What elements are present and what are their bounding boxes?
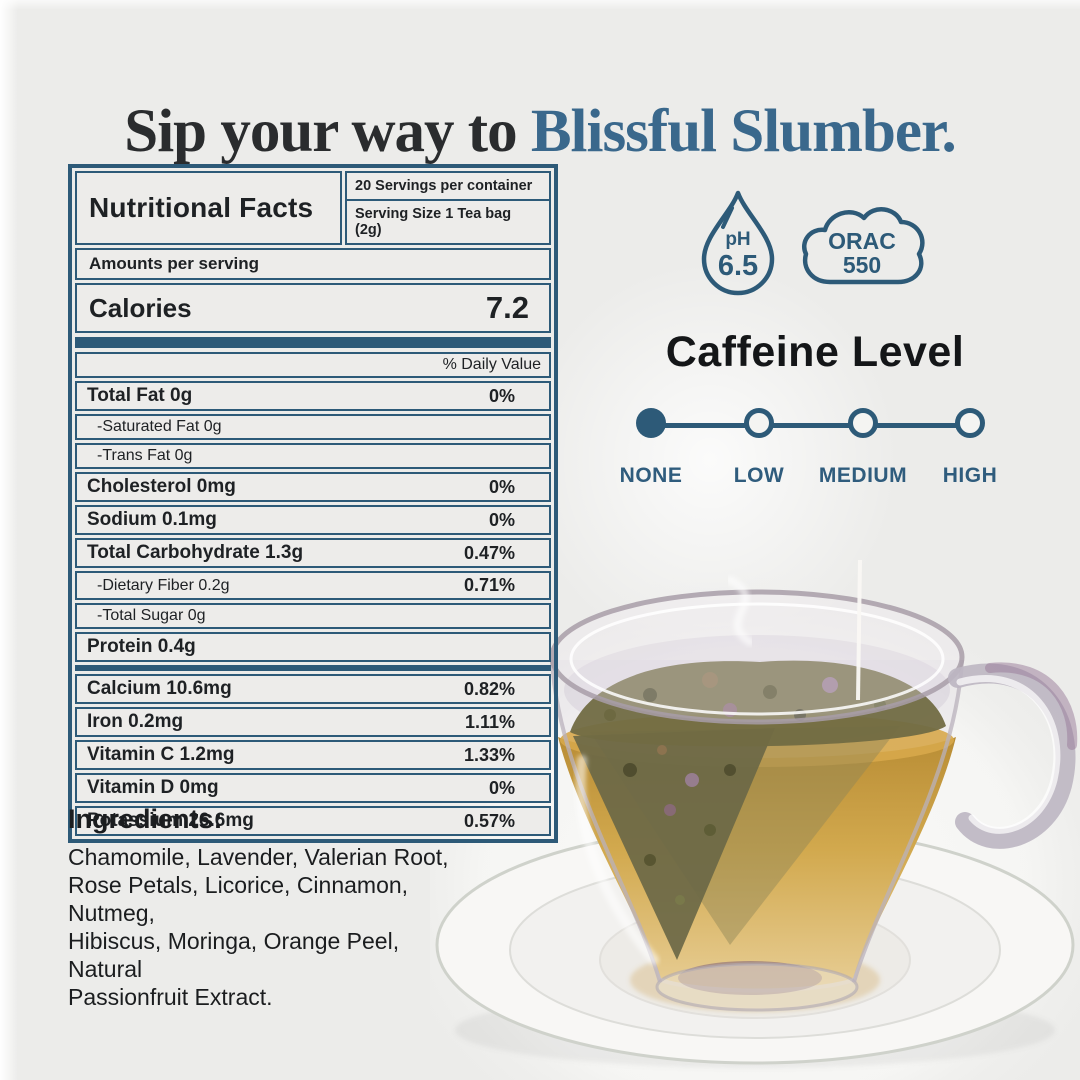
- cup-base: [655, 962, 859, 1012]
- row-value: 1.33%: [463, 744, 515, 765]
- caffeine-level-label: LOW: [733, 464, 785, 487]
- ingredients-block: Ingredients: Chamomile, Lavender, Valeri…: [68, 804, 468, 1011]
- water-drop-icon: [701, 190, 775, 296]
- table-row: Calcium 10.6mg 0.82%: [75, 674, 551, 704]
- nutrition-header: Nutritional Facts 20 Servings per contai…: [75, 171, 551, 245]
- table-row: -Trans Fat 0g: [75, 443, 551, 469]
- orac-label: ORAC: [828, 228, 896, 254]
- nutrition-facts-table: Nutritional Facts 20 Servings per contai…: [68, 164, 558, 843]
- ph-badge: pH 6.5: [701, 190, 775, 296]
- handle-highlight: [956, 675, 1061, 834]
- table-band-divider: [75, 337, 551, 348]
- handle-lavender-tint: [985, 662, 1078, 750]
- left-edge-highlight: [0, 0, 18, 1080]
- cup-rim-inner-highlight: [569, 602, 945, 716]
- table-row: Total Carbohydrate 1.3g 0.47%: [75, 538, 551, 568]
- nutrition-title-cell: Nutritional Facts: [75, 171, 342, 245]
- table-row: Cholesterol 0mg 0%: [75, 472, 551, 502]
- row-value: 0%: [488, 777, 515, 798]
- caffeine-level-label: HIGH: [942, 464, 998, 487]
- row-value: 0.47%: [463, 542, 515, 563]
- cloud-icon: [802, 207, 925, 285]
- row-label: Iron 0.2mg: [87, 711, 184, 732]
- daily-value-label: % Daily Value: [75, 352, 551, 378]
- row-label: Total Carbohydrate 1.3g: [87, 542, 304, 563]
- calories-row: Calories 7.2: [75, 283, 551, 333]
- ingredients-heading: Ingredients:: [68, 804, 223, 834]
- drop-shine-mark: [721, 206, 734, 229]
- row-value: 0.57%: [463, 810, 515, 831]
- calories-label: Calories: [89, 292, 192, 323]
- serving-size: Serving Size 1 Tea bag (2g): [355, 206, 512, 238]
- cup-rim: [549, 589, 965, 725]
- row-label: Sodium 0.1mg: [87, 509, 217, 530]
- table-row: Iron 0.2mg 1.11%: [75, 707, 551, 737]
- row-label: Potassium 26.6mg: [87, 810, 254, 831]
- row-value: 0%: [488, 476, 515, 497]
- caffeine-scale-line: [651, 423, 970, 428]
- row-value: 0.82%: [463, 678, 515, 699]
- row-label: -Total Sugar 0g: [97, 607, 206, 624]
- caffeine-dot-hollow: [848, 408, 878, 438]
- table-row: -Dietary Fiber 0.2g 0.71%: [75, 571, 551, 600]
- nutrition-title: Nutritional Facts: [89, 192, 314, 223]
- table-row: Total Fat 0g 0%: [75, 381, 551, 411]
- row-value: 0.71%: [463, 575, 515, 595]
- row-label: -Dietary Fiber 0.2g: [97, 576, 230, 594]
- title-prefix: Sip your way to: [124, 97, 531, 165]
- row-label: Vitamin D 0mg: [87, 777, 219, 798]
- row-label: Cholesterol 0mg: [87, 476, 236, 497]
- caffeine-dot-hollow: [955, 408, 985, 438]
- ingredients-line: Rose Petals, Licorice, Cinnamon, Nutmeg,: [68, 872, 409, 926]
- nutrition-rows: Total Fat 0g 0% -Saturated Fat 0g -Trans Fa…: [75, 381, 551, 836]
- servings-per-container: 20 Servings per container: [347, 173, 549, 201]
- row-label: Vitamin C 1.2mg: [87, 744, 235, 765]
- steam-wisp: [726, 576, 754, 646]
- table-row: Sodium 0.1mg 0%: [75, 505, 551, 535]
- top-edge-highlight: [0, 0, 1080, 10]
- calories-value: 7.2: [485, 290, 529, 325]
- row-label: Protein 0.4g: [87, 636, 196, 657]
- cup-handle: [948, 663, 1076, 849]
- caffeine-scale: NONE LOW MEDIUM HIGH: [620, 408, 997, 498]
- row-value: 1.11%: [464, 711, 515, 732]
- amounts-per-serving-label: Amounts per serving: [75, 248, 551, 280]
- table-row: -Total Sugar 0g: [75, 603, 551, 629]
- ph-value: 6.5: [718, 250, 758, 282]
- caffeine-dot-hollow: [744, 408, 774, 438]
- orac-value: 550: [843, 252, 881, 278]
- ingredients-line: Passionfruit Extract.: [68, 984, 273, 1010]
- row-label: Calcium 10.6mg: [87, 678, 232, 699]
- herb-mound: [570, 660, 946, 747]
- ingredients-line: Hibiscus, Moringa, Orange Peel, Natural: [68, 928, 400, 982]
- caffeine-dot-filled: [636, 408, 666, 438]
- page-title: Sip your way to Blissful Slumber.: [0, 97, 1080, 167]
- table-row: Protein 0.4g: [75, 632, 551, 662]
- glass-sheen: [575, 755, 659, 965]
- caffeine-level-label: NONE: [619, 464, 683, 487]
- row-label: -Trans Fat 0g: [97, 447, 193, 464]
- row-label: -Saturated Fat 0g: [97, 418, 222, 435]
- ph-label: pH: [725, 229, 750, 250]
- table-row: Vitamin C 1.2mg 1.33%: [75, 740, 551, 770]
- ingredients-lines: Chamomile, Lavender, Valerian Root, Rose …: [68, 843, 468, 1011]
- table-thick-divider: [75, 665, 551, 671]
- table-row: Potassium 26.6mg 0.57%: [75, 806, 551, 836]
- caffeine-heading: Caffeine Level: [665, 328, 965, 376]
- cup-outline-right: [852, 659, 964, 983]
- teabag-pyramid: [573, 728, 775, 960]
- teabag-herb-specks: [623, 745, 736, 905]
- table-row: Vitamin D 0mg 0%: [75, 773, 551, 803]
- caffeine-level-label: MEDIUM: [818, 464, 908, 487]
- row-value: 0%: [488, 509, 515, 530]
- table-row: -Saturated Fat 0g: [75, 414, 551, 440]
- teabag-string: [856, 560, 862, 701]
- serving-info-cell: 20 Servings per container Serving Size 1…: [345, 171, 551, 245]
- orac-badge: ORAC 550: [802, 207, 925, 285]
- row-value: 0%: [488, 385, 515, 406]
- ingredients-line: Chamomile, Lavender, Valerian Root,: [68, 844, 449, 870]
- title-highlight: Blissful Slumber.: [530, 97, 957, 165]
- row-label: Total Fat 0g: [87, 385, 193, 406]
